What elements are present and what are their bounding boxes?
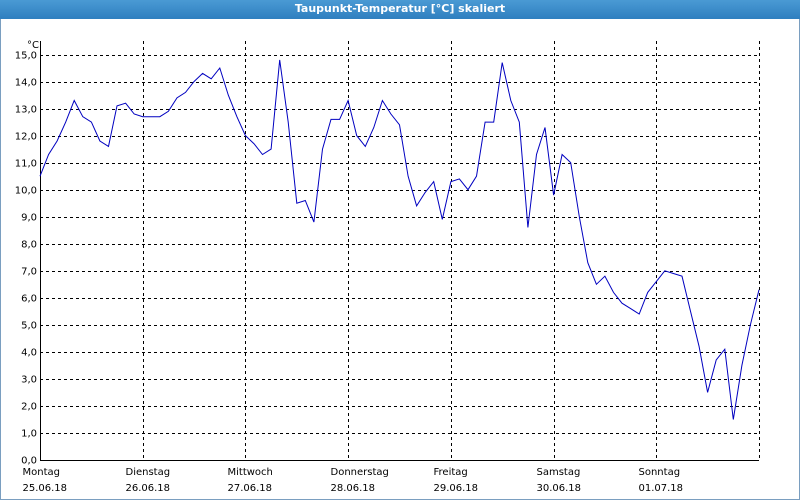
x-tick-label: Dienstag	[126, 467, 171, 478]
x-tick-label: Sonntag	[639, 467, 681, 478]
y-tick-label: 5,0	[21, 321, 37, 332]
y-tick-label: 2,0	[21, 402, 37, 413]
x-tick-label: 30.06.18	[537, 483, 582, 494]
y-tick-label: 11,0	[15, 159, 37, 170]
y-tick-label: 9,0	[21, 213, 37, 224]
x-tick-label: Mittwoch	[228, 467, 273, 478]
x-tick-label: 28.06.18	[331, 483, 376, 494]
x-tick-label: 26.06.18	[126, 483, 171, 494]
y-tick-label: 3,0	[21, 375, 37, 386]
y-tick-label: 12,0	[15, 132, 37, 143]
y-tick-label: 8,0	[21, 240, 37, 251]
x-tick-label: Freitag	[434, 467, 468, 478]
y-tick-label: 1,0	[21, 429, 37, 440]
x-tick-label: Donnerstag	[331, 467, 389, 478]
y-tick-label: 6,0	[21, 294, 37, 305]
data-line	[39, 59, 760, 420]
x-tick-label: 27.06.18	[228, 483, 273, 494]
x-tick-label: Samstag	[537, 467, 581, 478]
x-tick-label: 29.06.18	[434, 483, 479, 494]
x-tick-label: Montag	[23, 467, 60, 478]
y-tick-label: 10,0	[15, 186, 37, 197]
y-tick-label: 7,0	[21, 267, 37, 278]
y-unit: °C	[27, 40, 39, 51]
y-tick-label: 14,0	[15, 78, 37, 89]
y-tick-label: 4,0	[21, 348, 37, 359]
title-bar: Taupunkt-Temperatur [°C] skaliert	[0, 0, 800, 19]
x-tick-label: 25.06.18	[23, 483, 68, 494]
y-tick-label: 15,0	[15, 51, 37, 62]
y-tick-label: 0,0	[21, 456, 37, 467]
y-tick-label: 13,0	[15, 105, 37, 116]
x-tick-label: 01.07.18	[639, 483, 684, 494]
